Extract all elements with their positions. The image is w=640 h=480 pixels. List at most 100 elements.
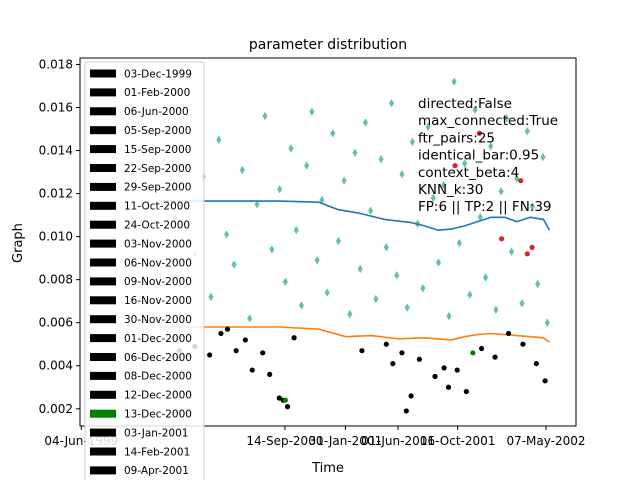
diamond-point: [409, 137, 416, 147]
green-point: [470, 350, 476, 356]
legend-swatch: [90, 334, 116, 343]
diamond-point: [319, 195, 325, 205]
upper-trend-line: [159, 200, 551, 232]
diamond-point: [231, 260, 237, 269]
diamond-point: [503, 114, 509, 123]
diamond-point: [451, 77, 457, 86]
legend-swatch: [90, 466, 116, 475]
diamond-point: [544, 318, 550, 327]
diamond-point: [420, 284, 426, 293]
legend-swatch: [90, 239, 116, 248]
annotation-line: identical_bar:0.95: [418, 148, 539, 164]
diamond-point: [247, 314, 253, 323]
black-point: [284, 404, 291, 410]
red-point: [452, 163, 458, 169]
y-tick-label: 0.006: [39, 316, 73, 330]
legend-entry: 05-Sep-2000: [124, 125, 191, 137]
black-point: [233, 348, 239, 354]
legend-swatch: [90, 258, 116, 267]
diamond-point: [514, 174, 520, 183]
diamond-point: [535, 279, 541, 289]
black-point: [505, 330, 512, 337]
diamond-point: [254, 200, 260, 209]
diamond-point: [269, 245, 275, 254]
y-tick-label: 0.014: [39, 144, 73, 158]
black-point: [359, 348, 365, 354]
black-point: [520, 341, 526, 347]
x-tick-label: 14-Sep-2000: [246, 434, 323, 448]
diamond-point: [529, 202, 536, 211]
diamond-point: [330, 129, 336, 138]
diamond-point: [304, 161, 310, 170]
diamond-point: [362, 118, 369, 127]
black-point: [432, 373, 438, 380]
diamond-point: [347, 309, 353, 319]
legend-swatch: [90, 353, 116, 361]
diamond-point: [314, 256, 320, 265]
x-tick-label: 07-May-2002: [506, 434, 585, 448]
legend-entry: 09-Nov-2000: [124, 276, 192, 288]
legend-entry: 06-Jun-2000: [124, 106, 189, 118]
parameter-annotation: directed:Falsemax_connected:Trueftr_pair…: [418, 96, 558, 215]
legend-entry: 30-Nov-2000: [124, 314, 192, 326]
black-point: [542, 378, 548, 384]
legend-swatch: [90, 315, 116, 324]
diamond-point: [399, 170, 405, 179]
red-point: [524, 251, 530, 257]
black-point: [441, 365, 447, 371]
diamond-point: [277, 185, 283, 194]
legend-swatch: [90, 201, 116, 210]
diamond-point: [239, 165, 245, 175]
y-tick-label: 0.016: [39, 100, 73, 114]
chart-title: parameter distribution: [249, 37, 407, 53]
legend-entry: 01-Feb-2000: [124, 87, 190, 99]
y-tick-label: 0.018: [39, 57, 73, 71]
diamond-point: [208, 292, 214, 302]
diamond-point: [378, 154, 384, 164]
diamond-point: [540, 152, 546, 162]
black-point: [260, 350, 266, 356]
y-tick-label: 0.010: [39, 230, 73, 244]
legend-entry: 03-Nov-2000: [124, 238, 192, 250]
black-point: [492, 354, 498, 360]
legend-swatch: [90, 69, 116, 78]
legend-swatch: [90, 164, 116, 172]
legend-swatch: [90, 447, 116, 456]
diamond-point: [404, 303, 410, 312]
black-point: [267, 371, 273, 377]
diamond-point: [373, 294, 379, 304]
diamond-point: [493, 305, 499, 314]
diamond-point: [335, 236, 342, 246]
y-axis-label: Graph: [11, 223, 26, 263]
diamond-point: [216, 135, 222, 144]
black-point: [478, 345, 485, 352]
diamond-point: [293, 225, 299, 235]
annotation-line: KNN_k:30: [418, 182, 483, 198]
black-point: [249, 367, 255, 373]
black-point: [218, 330, 224, 337]
legend-entry: 22-Sep-2000: [124, 163, 191, 175]
diamond-point: [472, 105, 478, 114]
legend-swatch: [90, 277, 116, 286]
legend-swatch: [90, 409, 116, 418]
diamond-point: [288, 144, 294, 153]
diamond-point: [488, 142, 494, 151]
annotation-line: max_connected:True: [418, 113, 558, 129]
legend-entry: 13-Dec-2000: [124, 409, 192, 421]
diamond-point: [467, 290, 473, 299]
legend-entry: 03-Dec-1999: [124, 68, 192, 80]
black-point: [403, 408, 409, 414]
diamond-point: [368, 206, 374, 215]
legend-entry: 08-Dec-2000: [124, 371, 192, 383]
chart-legend: 03-Dec-1999 01-Feb-2000 06-Jun-2000 05-Sep-…: [84, 61, 205, 480]
black-point: [533, 360, 540, 367]
black-point: [408, 393, 414, 399]
x-axis-label: Time: [311, 461, 344, 476]
black-point: [454, 367, 460, 373]
black-point: [242, 337, 248, 343]
annotation-line: directed:False: [418, 96, 512, 112]
legend-swatch: [90, 296, 116, 305]
legend-swatch: [90, 428, 116, 437]
y-tick-label: 0.002: [39, 402, 73, 416]
